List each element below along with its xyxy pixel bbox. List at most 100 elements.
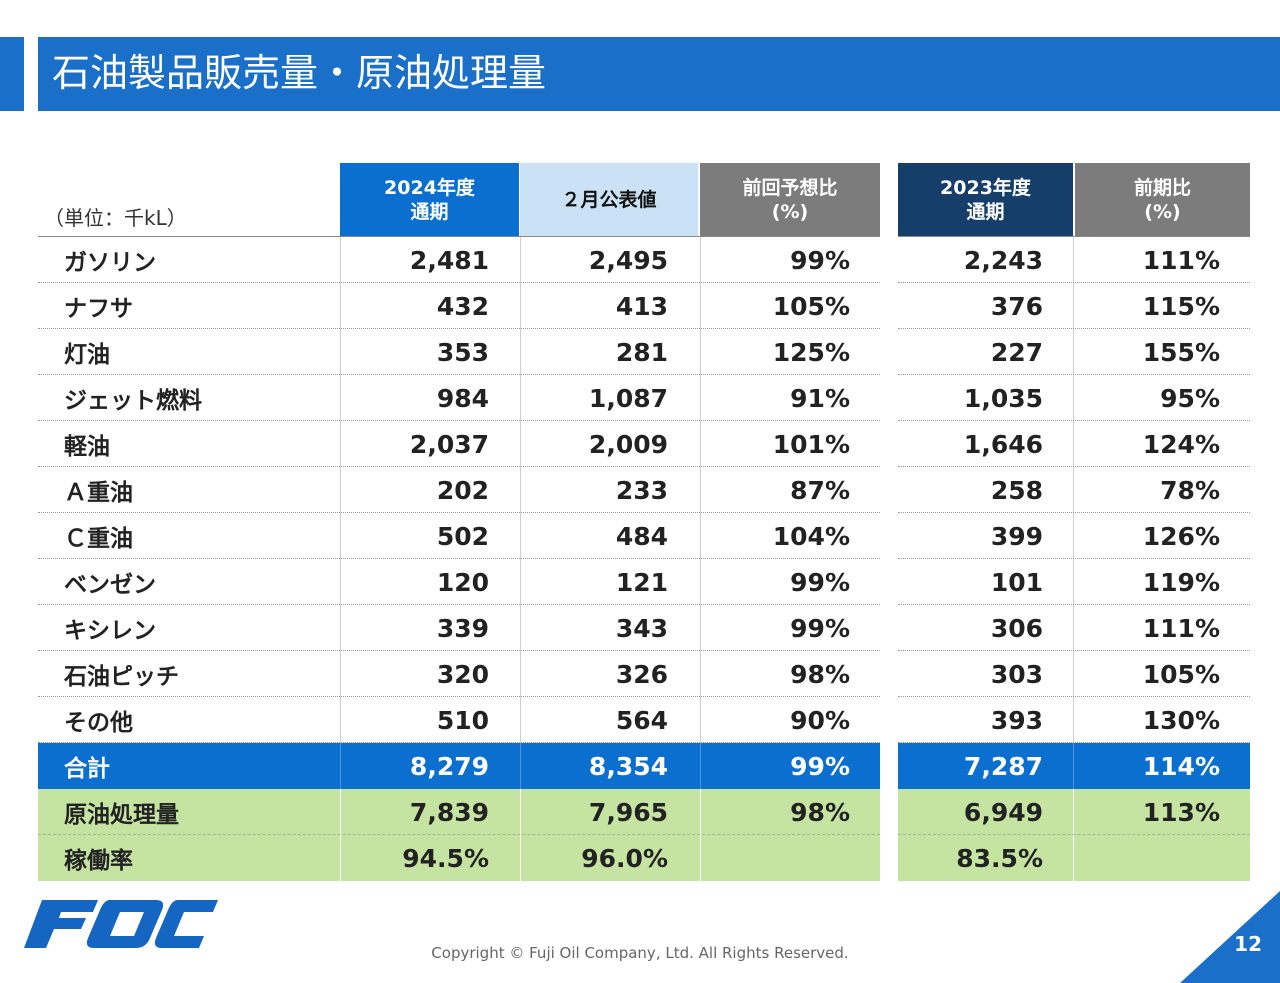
row-divider (898, 604, 1250, 605)
column-divider (520, 467, 521, 513)
row-value: 202 (436, 475, 489, 505)
row-value: 111% (1142, 245, 1220, 275)
column-divider (700, 697, 701, 743)
row-divider (38, 466, 880, 467)
column-divider (700, 329, 701, 375)
table-row: 灯油 353 281 125% 227 155% (38, 329, 1250, 375)
row-value: 105% (772, 291, 850, 321)
table-row: ベンゼン 120 121 99% 101 119% (38, 559, 1250, 605)
row-value: 343 (615, 613, 668, 643)
column-divider (1073, 697, 1074, 743)
row-value: 393 (990, 705, 1043, 735)
row-label: ナフサ (64, 296, 133, 322)
row-value: 104% (772, 521, 850, 551)
header-fy2024: 2024年度 通期 (340, 163, 519, 236)
row-value: 113% (1142, 797, 1220, 827)
row-value: 2,495 (588, 245, 668, 275)
row-value: 105% (1142, 659, 1220, 689)
column-divider (520, 605, 521, 651)
row-value: 121 (615, 567, 668, 597)
column-divider (700, 743, 701, 789)
row-value: 510 (436, 705, 489, 735)
row-value: 124% (1142, 429, 1220, 459)
row-value: 1,646 (963, 429, 1043, 459)
row-divider (898, 696, 1250, 697)
row-label: 灯油 (64, 342, 110, 368)
row-value: 6,949 (963, 797, 1043, 827)
column-divider (1073, 559, 1074, 605)
row-label: ベンゼン (64, 572, 156, 598)
row-divider (898, 512, 1250, 513)
table-row: Ａ重油 202 233 87% 258 78% (38, 467, 1250, 513)
header-vs-forecast: 前回予想比 (%) (700, 163, 880, 236)
header-underline-left (38, 236, 880, 237)
column-divider (340, 651, 341, 697)
row-value: 326 (615, 659, 668, 689)
column-divider (1073, 743, 1074, 789)
table-row: 軽油 2,037 2,009 101% 1,646 124% (38, 421, 1250, 467)
row-label: Ｃ重油 (64, 526, 133, 552)
row-value: 98% (790, 659, 850, 689)
column-divider (520, 789, 521, 835)
column-divider (1073, 789, 1074, 835)
column-divider (700, 559, 701, 605)
row-divider (898, 282, 1250, 283)
row-value: 155% (1142, 337, 1220, 367)
column-divider (520, 835, 521, 881)
table-row: ガソリン 2,481 2,495 99% 2,243 111% (38, 237, 1250, 283)
row-value: 90% (790, 705, 850, 735)
row-value: 126% (1142, 521, 1220, 551)
row-value: 101 (990, 567, 1043, 597)
utilization-rate-row: 稼働率 94.5% 96.0% 83.5% (38, 835, 1250, 881)
row-value: 8,279 (409, 751, 489, 781)
row-value: 7,965 (588, 797, 668, 827)
row-value: 984 (436, 383, 489, 413)
row-value: 91% (790, 383, 850, 413)
row-divider (38, 374, 880, 375)
row-value: 339 (436, 613, 489, 643)
row-value: 281 (615, 337, 668, 367)
row-divider (38, 558, 880, 559)
copyright-text: Copyright © Fuji Oil Company, Ltd. All R… (431, 944, 849, 962)
row-value: 1,035 (963, 383, 1043, 413)
unit-label: （単位：千kL） (44, 206, 187, 230)
row-value: 120 (436, 567, 489, 597)
row-value: 119% (1142, 567, 1220, 597)
column-divider (340, 283, 341, 329)
column-divider (1073, 283, 1074, 329)
column-divider (520, 375, 521, 421)
row-value: 258 (990, 475, 1043, 505)
row-label: 石油ピッチ (64, 664, 179, 690)
column-divider (700, 605, 701, 651)
table-row: 石油ピッチ 320 326 98% 303 105% (38, 651, 1250, 697)
page-title: 石油製品販売量・原油処理量 (52, 51, 547, 95)
row-value: 227 (990, 337, 1043, 367)
column-divider (520, 329, 521, 375)
row-value: 94.5% (402, 843, 489, 873)
column-divider (340, 329, 341, 375)
row-divider (38, 742, 880, 743)
column-divider (1073, 467, 1074, 513)
header-feb-forecast: ２月公表値 (520, 163, 698, 236)
row-value: 99% (790, 613, 850, 643)
column-divider (520, 283, 521, 329)
column-divider (520, 237, 521, 283)
row-value: 2,009 (588, 429, 668, 459)
row-divider (898, 374, 1250, 375)
column-divider (1073, 421, 1074, 467)
row-label: Ａ重油 (64, 480, 133, 506)
row-value: 99% (790, 751, 850, 781)
row-label: 合計 (64, 756, 110, 782)
row-divider (898, 650, 1250, 651)
row-value: 99% (790, 245, 850, 275)
column-divider (520, 559, 521, 605)
row-background (898, 789, 1250, 835)
row-value: 98% (790, 797, 850, 827)
header-fy2023: 2023年度 通期 (898, 163, 1073, 236)
row-value: 125% (772, 337, 850, 367)
row-value: 320 (436, 659, 489, 689)
header-underline-right (898, 236, 1250, 237)
page-number: 12 (1234, 932, 1262, 956)
row-value: 95% (1160, 383, 1220, 413)
table-row: Ｃ重油 502 484 104% 399 126% (38, 513, 1250, 559)
